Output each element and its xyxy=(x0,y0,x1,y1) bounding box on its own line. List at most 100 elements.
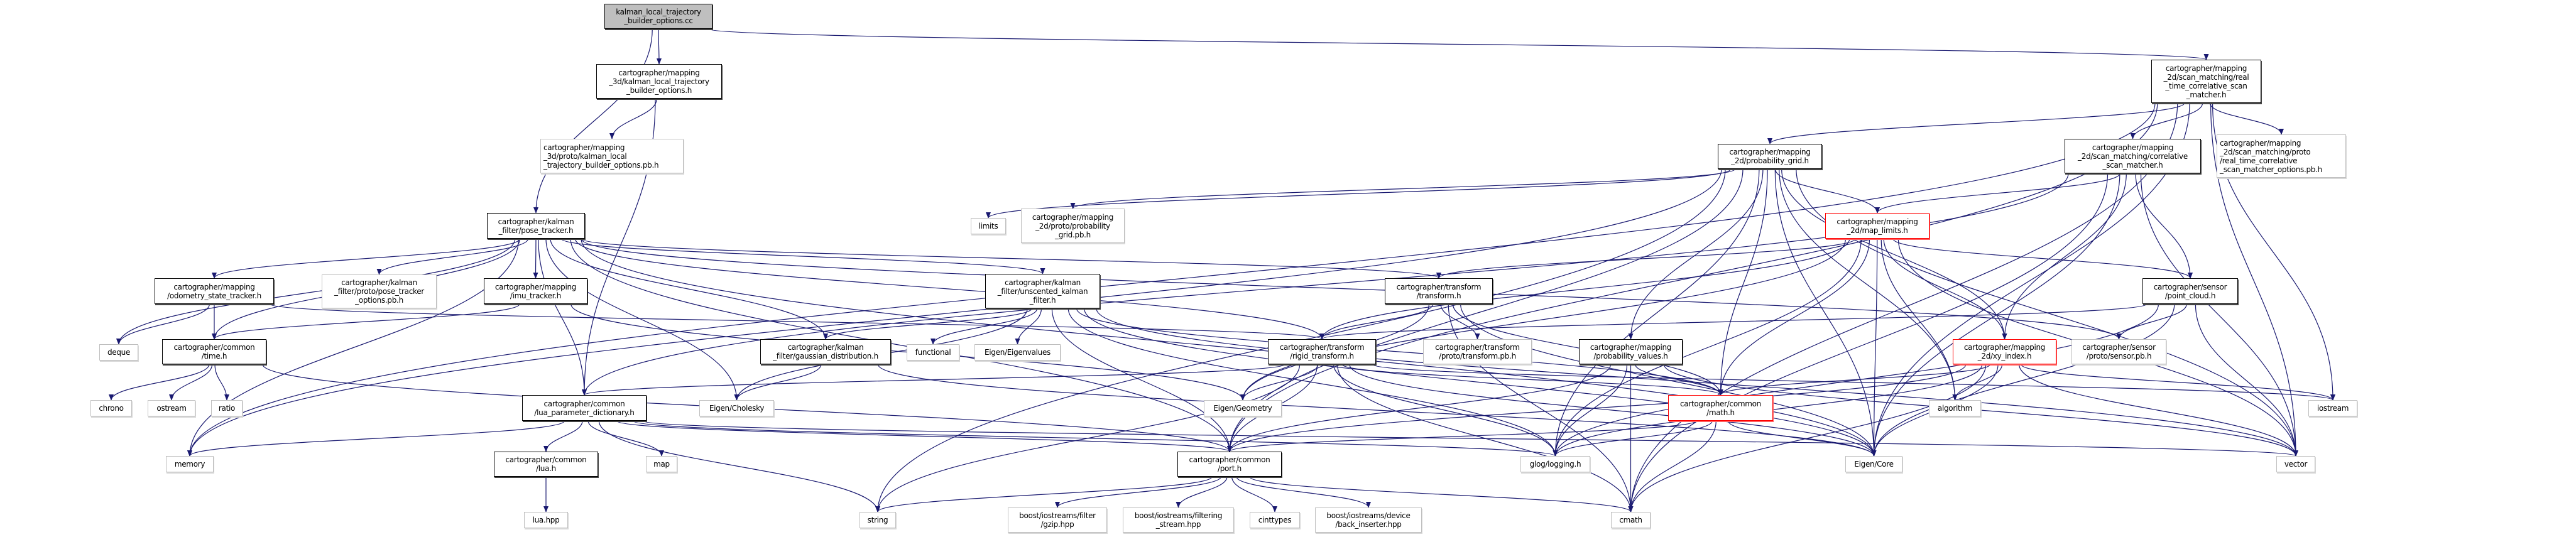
node-odometry-state-tracker-h[interactable]: cartographer/mapping /odometry_state_tra… xyxy=(155,278,274,304)
node-gaussian-distribution-h[interactable]: cartographer/kalman _filter/gaussian_dis… xyxy=(760,339,891,364)
edge-gaussian-to-eigen_core xyxy=(877,364,1877,457)
edge-root-to-k3d_opts_h xyxy=(656,28,662,65)
node-eigen-geometry: Eigen/Geometry xyxy=(1204,400,1282,416)
edge-pose_tracker-to-deque xyxy=(116,238,516,345)
node-lua-hpp: lua.hpp xyxy=(524,512,568,528)
node-label: boost/iostreams/filter /gzip.hpp xyxy=(1019,511,1096,529)
node-ratio: ratio xyxy=(211,400,243,416)
node-kalman-local-trajectory-builder-options-h[interactable]: cartographer/mapping _3d/kalman_local_tr… xyxy=(596,64,722,99)
node-label: Eigen/Geometry xyxy=(1213,404,1272,413)
edge-csm-to-xy_index xyxy=(2002,173,2127,340)
node-boost-back-inserter: boost/iostreams/device /back_inserter.hp… xyxy=(1315,507,1422,533)
node-label: Eigen/Cholesky xyxy=(709,404,765,413)
node-lua-parameter-dictionary-h[interactable]: cartographer/common /lua_parameter_dicti… xyxy=(522,395,647,421)
edge-rt_csm-to-csm xyxy=(2130,102,2203,139)
edge-prob_grid-to-algorithm xyxy=(1779,168,1958,401)
node-label: iostream xyxy=(2317,404,2349,413)
node-map-limits-h[interactable]: cartographer/mapping _2d/map_limits.h xyxy=(1825,213,1929,239)
edge-lua_dict-to-vector xyxy=(642,420,2298,457)
node-label: algorithm xyxy=(1937,404,1973,413)
node-transform-h[interactable]: cartographer/transform /transform.h xyxy=(1385,278,1493,304)
edge-math-to-port xyxy=(1227,420,1697,452)
node-xy-index-h[interactable]: cartographer/mapping _2d/xy_index.h xyxy=(1953,339,2056,364)
edge-csm-to-lua_dict xyxy=(582,173,2069,396)
edge-rt_csm-to-prob_grid xyxy=(1767,102,2185,144)
node-label: ostream xyxy=(156,404,187,413)
node-label: cartographer/kalman _filter/unscented_ka… xyxy=(997,278,1088,305)
edge-prob_values-to-glog xyxy=(1553,364,1628,457)
node-point-cloud-h[interactable]: cartographer/sensor /point_cloud.h xyxy=(2142,278,2238,304)
edge-prob_grid-to-eigen_core xyxy=(1774,168,1877,457)
node-sensor-pb: cartographer/sensor /proto/sensor.pb.h xyxy=(2071,339,2166,364)
node-label: limits xyxy=(978,222,998,231)
edge-math-to-glog xyxy=(1553,420,1713,457)
node-label: cartographer/kalman _filter/gaussian_dis… xyxy=(773,343,878,361)
node-lua-h[interactable]: cartographer/common /lua.h xyxy=(494,452,598,477)
node-label: cartographer/mapping _2d/map_limits.h xyxy=(1836,217,1918,235)
node-label: cartographer/transform /proto/transform.… xyxy=(1435,343,1520,361)
node-imu-tracker-h[interactable]: cartographer/mapping /imu_tracker.h xyxy=(484,278,587,304)
edge-pose_tracker-to-port xyxy=(570,238,1232,452)
edge-map_limits-to-geometry xyxy=(1240,238,1847,401)
edge-map_limits-to-transform xyxy=(1436,238,1856,279)
node-unscented-kalman-filter-h[interactable]: cartographer/kalman _filter/unscented_ka… xyxy=(985,274,1100,308)
node-label: boost/iostreams/device /back_inserter.hp… xyxy=(1326,511,1411,529)
node-label: lua.hpp xyxy=(532,516,560,524)
node-label: cmath xyxy=(1619,516,1642,524)
node-label: cartographer/common /port.h xyxy=(1189,455,1270,473)
node-probability-grid-h[interactable]: cartographer/mapping _2d/probability_gri… xyxy=(1718,144,1822,169)
edge-rigid_transform-to-geometry xyxy=(1240,364,1319,401)
node-probability-grid-pb: cartographer/mapping _2d/proto/probabili… xyxy=(1021,209,1125,243)
node-time-h[interactable]: cartographer/common /time.h xyxy=(162,339,266,364)
node-root-file[interactable]: kalman_local_trajectory _builder_options… xyxy=(604,4,712,29)
node-label: cartographer/sensor /point_cloud.h xyxy=(2153,282,2227,300)
node-algorithm: algorithm xyxy=(1929,400,1981,416)
edge-lua_dict-to-lua xyxy=(543,420,583,452)
edge-map_limits-to-algorithm xyxy=(1880,238,1958,401)
node-label: cartographer/mapping _2d/scan_matching/r… xyxy=(2163,63,2249,99)
edge-point_cloud-to-vector xyxy=(2195,303,2298,457)
edge-transform-to-transform_pb xyxy=(1440,303,1480,340)
edge-prob_values-to-math xyxy=(1635,364,1723,396)
node-eigen-eigenvalues: Eigen/Eigenvalues xyxy=(974,344,1061,361)
edge-rigid_transform-to-math xyxy=(1341,364,1723,396)
edge-rt_csm-to-memory xyxy=(187,102,2156,457)
edge-gaussian-to-cholesky xyxy=(734,364,822,401)
edge-xy_index-to-port xyxy=(1227,364,1967,452)
node-probability-values-h[interactable]: cartographer/mapping /probability_values… xyxy=(1579,339,1683,364)
node-pose-tracker-options-pb: cartographer/kalman _filter/proto/pose_t… xyxy=(322,274,437,308)
node-functional: functional xyxy=(907,344,959,361)
edge-time-to-ratio xyxy=(214,364,229,401)
edge-prob_grid-to-prob_values xyxy=(1628,168,1764,340)
node-eigen-cholesky: Eigen/Cholesky xyxy=(699,400,774,416)
edge-prob_grid-to-memory xyxy=(187,168,1722,457)
node-kalman-local-trajectory-builder-options-pb: cartographer/mapping _3d/proto/kalman_lo… xyxy=(540,139,684,173)
edge-time-to-ostream xyxy=(169,364,213,401)
edge-xy_index-to-vector xyxy=(2019,364,2298,457)
node-glog-logging: glog/logging.h xyxy=(1520,456,1590,472)
node-rigid-transform-h[interactable]: cartographer/transform /rigid_transform.… xyxy=(1268,339,1376,364)
edge-pose_tracker-to-odometry xyxy=(212,238,520,279)
node-real-time-correlative-scan-matcher-h[interactable]: cartographer/mapping _2d/scan_matching/r… xyxy=(2151,60,2261,103)
node-label: cartographer/mapping _2d/xy_index.h xyxy=(1963,343,2046,361)
node-pose-tracker-h[interactable]: cartographer/kalman _filter/pose_tracker… xyxy=(487,213,585,239)
node-label: cartographer/kalman _filter/pose_tracker… xyxy=(498,217,574,235)
edge-pose_tracker-to-ukf xyxy=(560,238,1045,274)
node-label: boost/iostreams/filtering _stream.hpp xyxy=(1134,511,1223,529)
edge-point_cloud-to-rigid_transform xyxy=(1319,303,2148,340)
node-iostream: iostream xyxy=(2308,400,2357,416)
node-correlative-scan-matcher-h[interactable]: cartographer/mapping _2d/scan_matching/c… xyxy=(2065,139,2201,173)
edge-root-to-pose_tracker xyxy=(533,28,653,214)
edge-rt_csm-to-rt_csm_opts_pb xyxy=(2209,102,2284,135)
node-ostream: ostream xyxy=(148,400,195,416)
node-math-h[interactable]: cartographer/common /math.h xyxy=(1668,395,1773,421)
edge-ukf-to-eigenvalues xyxy=(1015,308,1042,345)
node-memory: memory xyxy=(166,456,214,472)
node-label: Eigen/Eigenvalues xyxy=(984,348,1051,357)
node-port-h[interactable]: cartographer/common /port.h xyxy=(1177,452,1282,477)
edge-pose_tracker-to-rigid_transform xyxy=(574,238,1324,340)
node-label: cartographer/mapping _2d/probability_gri… xyxy=(1729,148,1811,165)
node-label: cartographer/common /lua_parameter_dicti… xyxy=(534,399,635,417)
edge-rigid_transform-to-lua_dict xyxy=(582,364,1285,396)
